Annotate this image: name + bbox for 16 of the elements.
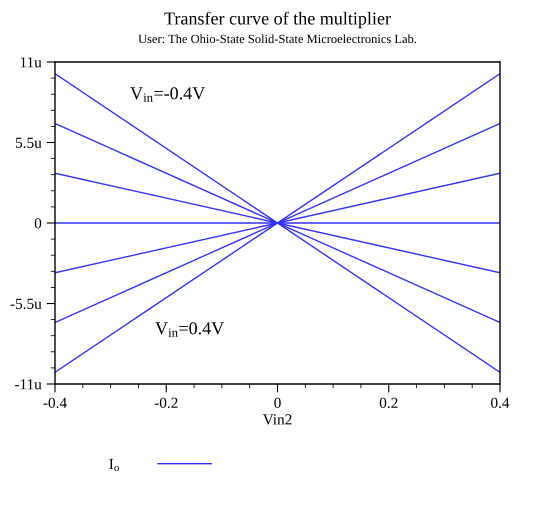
x-tick-label: 0 xyxy=(274,398,281,408)
x-axis-title: Vin2 xyxy=(262,414,292,425)
text: I$_{o}$ xyxy=(109,458,119,472)
x-tick-label: 0.2 xyxy=(380,398,398,408)
chart-title: Transfer curve of the multiplier xyxy=(164,12,391,28)
annotation: V$_{in}$=0.4V xyxy=(155,322,224,337)
chart-subtitle: User: The Ohio-State Solid-State Microelectronics Lab. xyxy=(138,34,416,44)
y-tick-label: 0 xyxy=(34,218,42,228)
y-tick-label: 5.5u xyxy=(16,138,42,148)
x-tick-label: 0.4 xyxy=(491,398,510,408)
x-tick-label: -0.4 xyxy=(43,398,67,408)
y-tick-label: -5.5u xyxy=(10,298,42,310)
y-tick-label: 11u xyxy=(20,57,42,68)
annotation: V$_{in}$=-0.4V xyxy=(130,87,206,102)
y-tick-label: -11u xyxy=(14,379,42,390)
x-tick-label: -0.2 xyxy=(154,398,178,408)
